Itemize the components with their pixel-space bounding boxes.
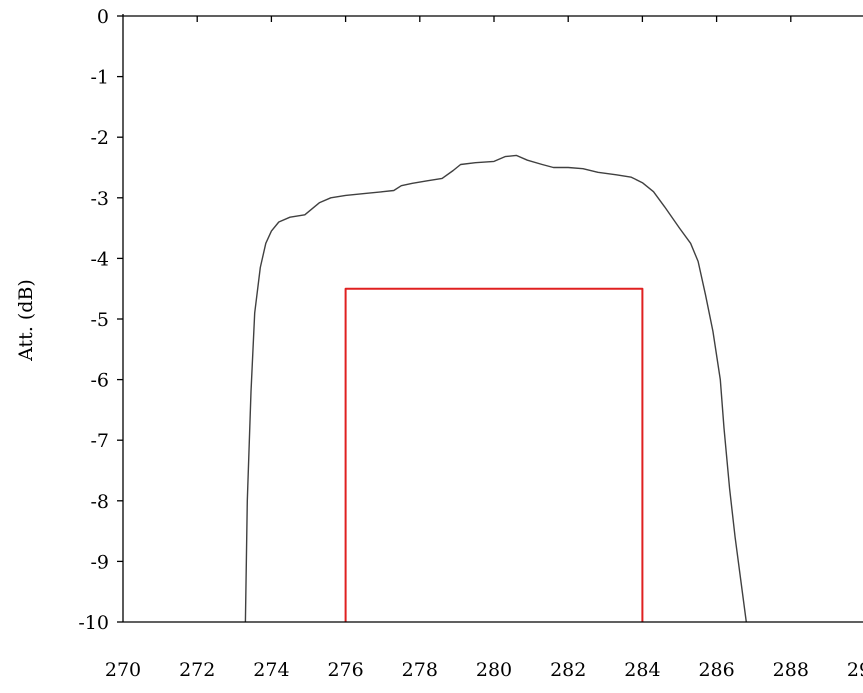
y-tick-label: -5 [90,309,109,331]
y-tick-label: -8 [90,491,109,513]
y-tick-label: -3 [90,188,109,210]
x-tick-label: 276 [327,659,363,681]
plot-area [244,154,747,623]
y-tick-label: -2 [90,127,109,149]
y-tick-label: 0 [97,6,109,28]
x-tick-label: 288 [773,659,809,681]
y-axis-label: Att. (dB) [15,279,37,362]
y-tick-label: -7 [90,430,109,452]
y-tick-label: -4 [90,248,109,270]
x-tick-label: 284 [624,659,660,681]
x-tick-label: 272 [179,659,215,681]
response-curve [244,154,747,623]
x-tick-label: 278 [402,659,438,681]
x-tick-label: 274 [253,659,289,681]
x-tick-label: 282 [550,659,586,681]
x-tick-label: 286 [698,659,734,681]
x-tick-label: 280 [476,659,512,681]
y-tick-label: -1 [90,67,109,89]
x-tick-label: 290 [847,659,863,681]
y-axis: 0 -1 -2 -3 -4 -5 -6 -7 -8 -9 -10 [78,6,124,634]
y-tick-label: -9 [90,551,109,573]
y-tick-label: -6 [90,370,109,392]
x-tick-label: 270 [105,659,141,681]
x-axis: 270 272 274 276 278 280 282 284 286 288 290 [105,15,863,681]
mask-line [344,287,644,622]
y-tick-label: -10 [78,612,109,634]
